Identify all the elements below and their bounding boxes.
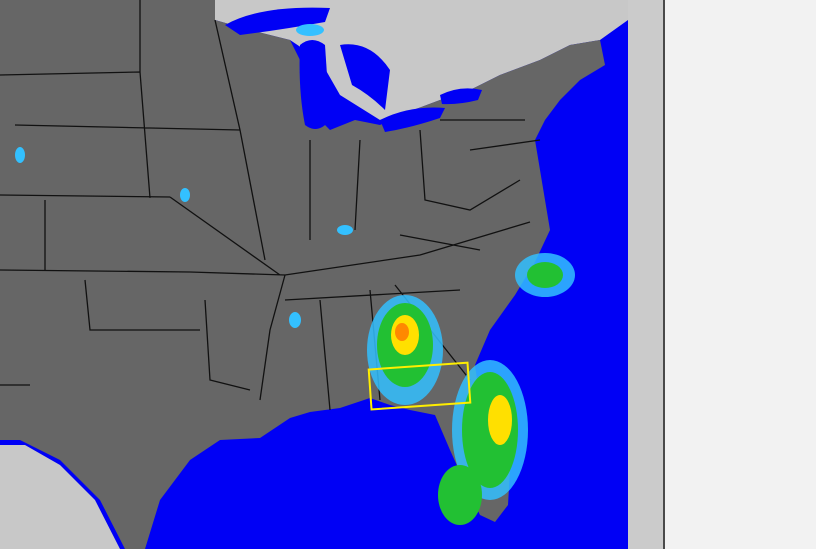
state-borders (0, 0, 541, 411)
scrollbar-track[interactable] (628, 0, 663, 549)
radar-echoes (15, 24, 575, 525)
radar-map[interactable] (0, 0, 628, 549)
selection-box[interactable] (367, 361, 472, 411)
side-panel (665, 0, 816, 549)
great-lakes (225, 7, 482, 132)
mexico-land (0, 445, 120, 549)
panel-divider (663, 0, 665, 549)
